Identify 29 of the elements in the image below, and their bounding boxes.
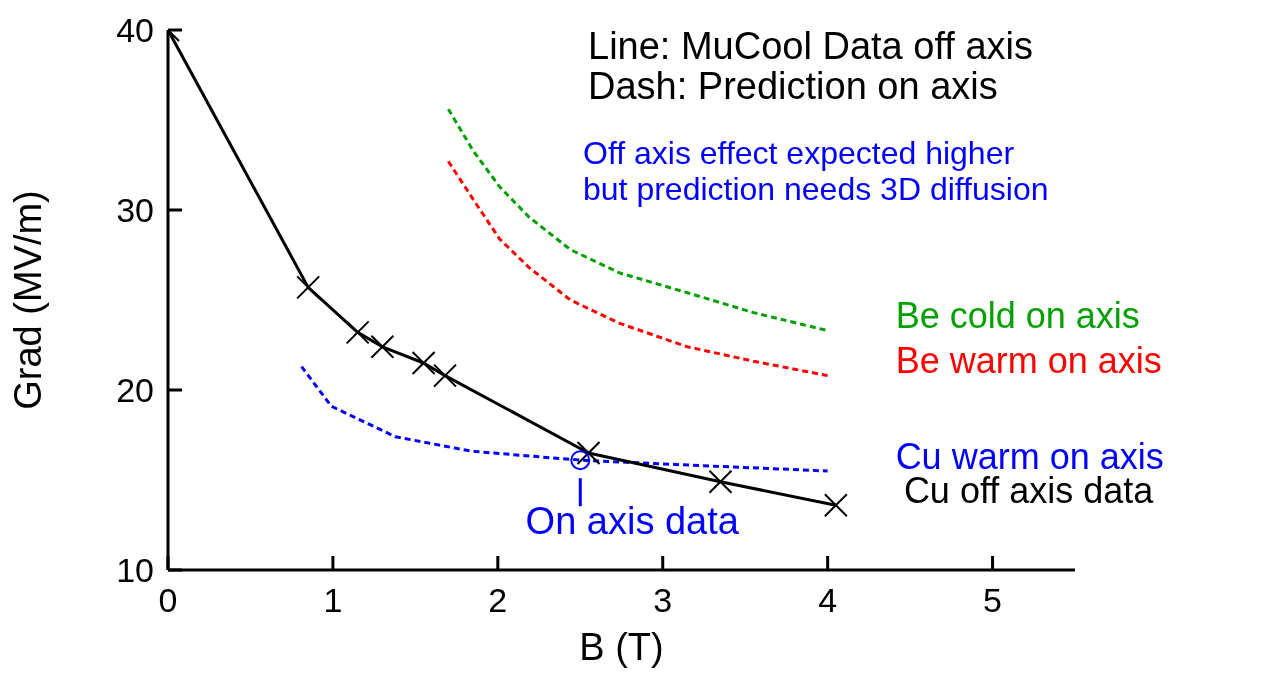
point bbox=[296, 275, 321, 300]
point bbox=[433, 363, 458, 388]
x-tick-label: 2 bbox=[488, 581, 508, 620]
line-series bbox=[300, 365, 830, 473]
y-tick-label: 40 bbox=[116, 11, 154, 50]
y-tick-label: 30 bbox=[116, 191, 154, 230]
y-tick-label: 20 bbox=[116, 371, 154, 410]
annotation: but prediction needs 3D diffusion bbox=[583, 171, 1049, 208]
x-tick-label: 4 bbox=[818, 581, 838, 620]
point bbox=[570, 450, 591, 471]
annotation: Off axis effect expected higher bbox=[583, 135, 1015, 172]
y-axis-title: Grad (MV/m) bbox=[7, 190, 50, 410]
x-tick-label: 1 bbox=[323, 581, 343, 620]
annotation: Dash: Prediction on axis bbox=[588, 65, 998, 108]
x-tick-label: 3 bbox=[653, 581, 673, 620]
x-tick-label: 5 bbox=[983, 581, 1003, 620]
point bbox=[345, 320, 370, 345]
point bbox=[823, 493, 848, 518]
x-tick-label: 0 bbox=[158, 581, 178, 620]
point bbox=[411, 351, 436, 375]
y-tick-label: 10 bbox=[116, 551, 154, 590]
point bbox=[370, 334, 395, 359]
x-axis-title: B (T) bbox=[579, 626, 664, 668]
point bbox=[708, 469, 733, 494]
series-label: Be warm on axis bbox=[895, 340, 1162, 382]
series-label: Be cold on axis bbox=[895, 295, 1140, 337]
annotation: Line: MuCool Data off axis bbox=[588, 25, 1033, 68]
point bbox=[576, 441, 601, 465]
annotation: On axis data bbox=[525, 500, 740, 543]
